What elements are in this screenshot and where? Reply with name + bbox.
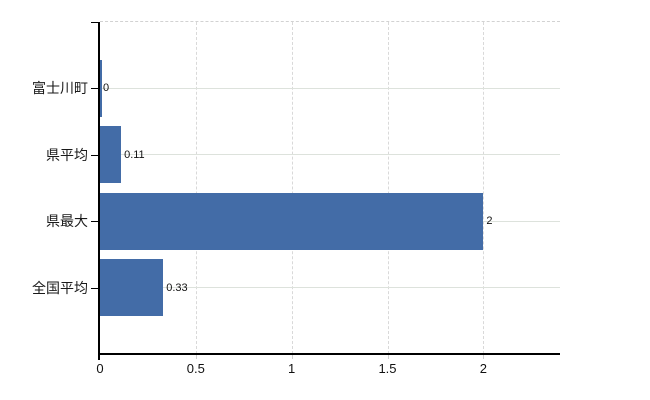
category-label: 全国平均 [32,279,88,296]
vertical-gridline [291,22,293,354]
category-label: 富士川町 [32,80,88,97]
value-label: 2 [486,215,493,228]
bar [100,259,164,317]
x-axis-minor-tick [195,355,197,359]
y-axis [98,22,100,360]
x-axis [98,353,560,355]
category-label: 県最大 [46,213,88,230]
vertical-gridline [387,22,389,354]
horizontal-gridline [100,154,560,156]
horizontal-gridline [100,287,560,289]
vertical-gridline [195,22,197,354]
y-axis-tick [91,287,98,289]
x-axis-minor-tick [387,355,389,359]
x-axis-minor-tick [483,355,485,359]
vertical-gridline [483,22,485,354]
bar [100,59,102,117]
y-axis-tick [91,154,98,156]
x-tick-label: 2 [479,361,487,376]
x-tick-label: 0.5 [186,361,205,376]
category-label: 県平均 [46,146,88,163]
plot-top-border [100,21,560,22]
y-axis-top-tick [91,22,98,23]
x-tick-label: 1 [288,361,296,376]
value-label: 0.33 [166,281,188,294]
x-axis-minor-tick [291,355,293,359]
horizontal-gridline [100,87,560,89]
x-tick-label: 0 [96,361,104,376]
x-tick-label: 1.5 [378,361,397,376]
value-label: 0.11 [124,148,145,161]
bar [100,192,484,250]
bar [100,126,122,184]
value-label: 0 [103,82,110,95]
y-axis-tick [91,88,98,90]
y-axis-tick [91,221,98,223]
